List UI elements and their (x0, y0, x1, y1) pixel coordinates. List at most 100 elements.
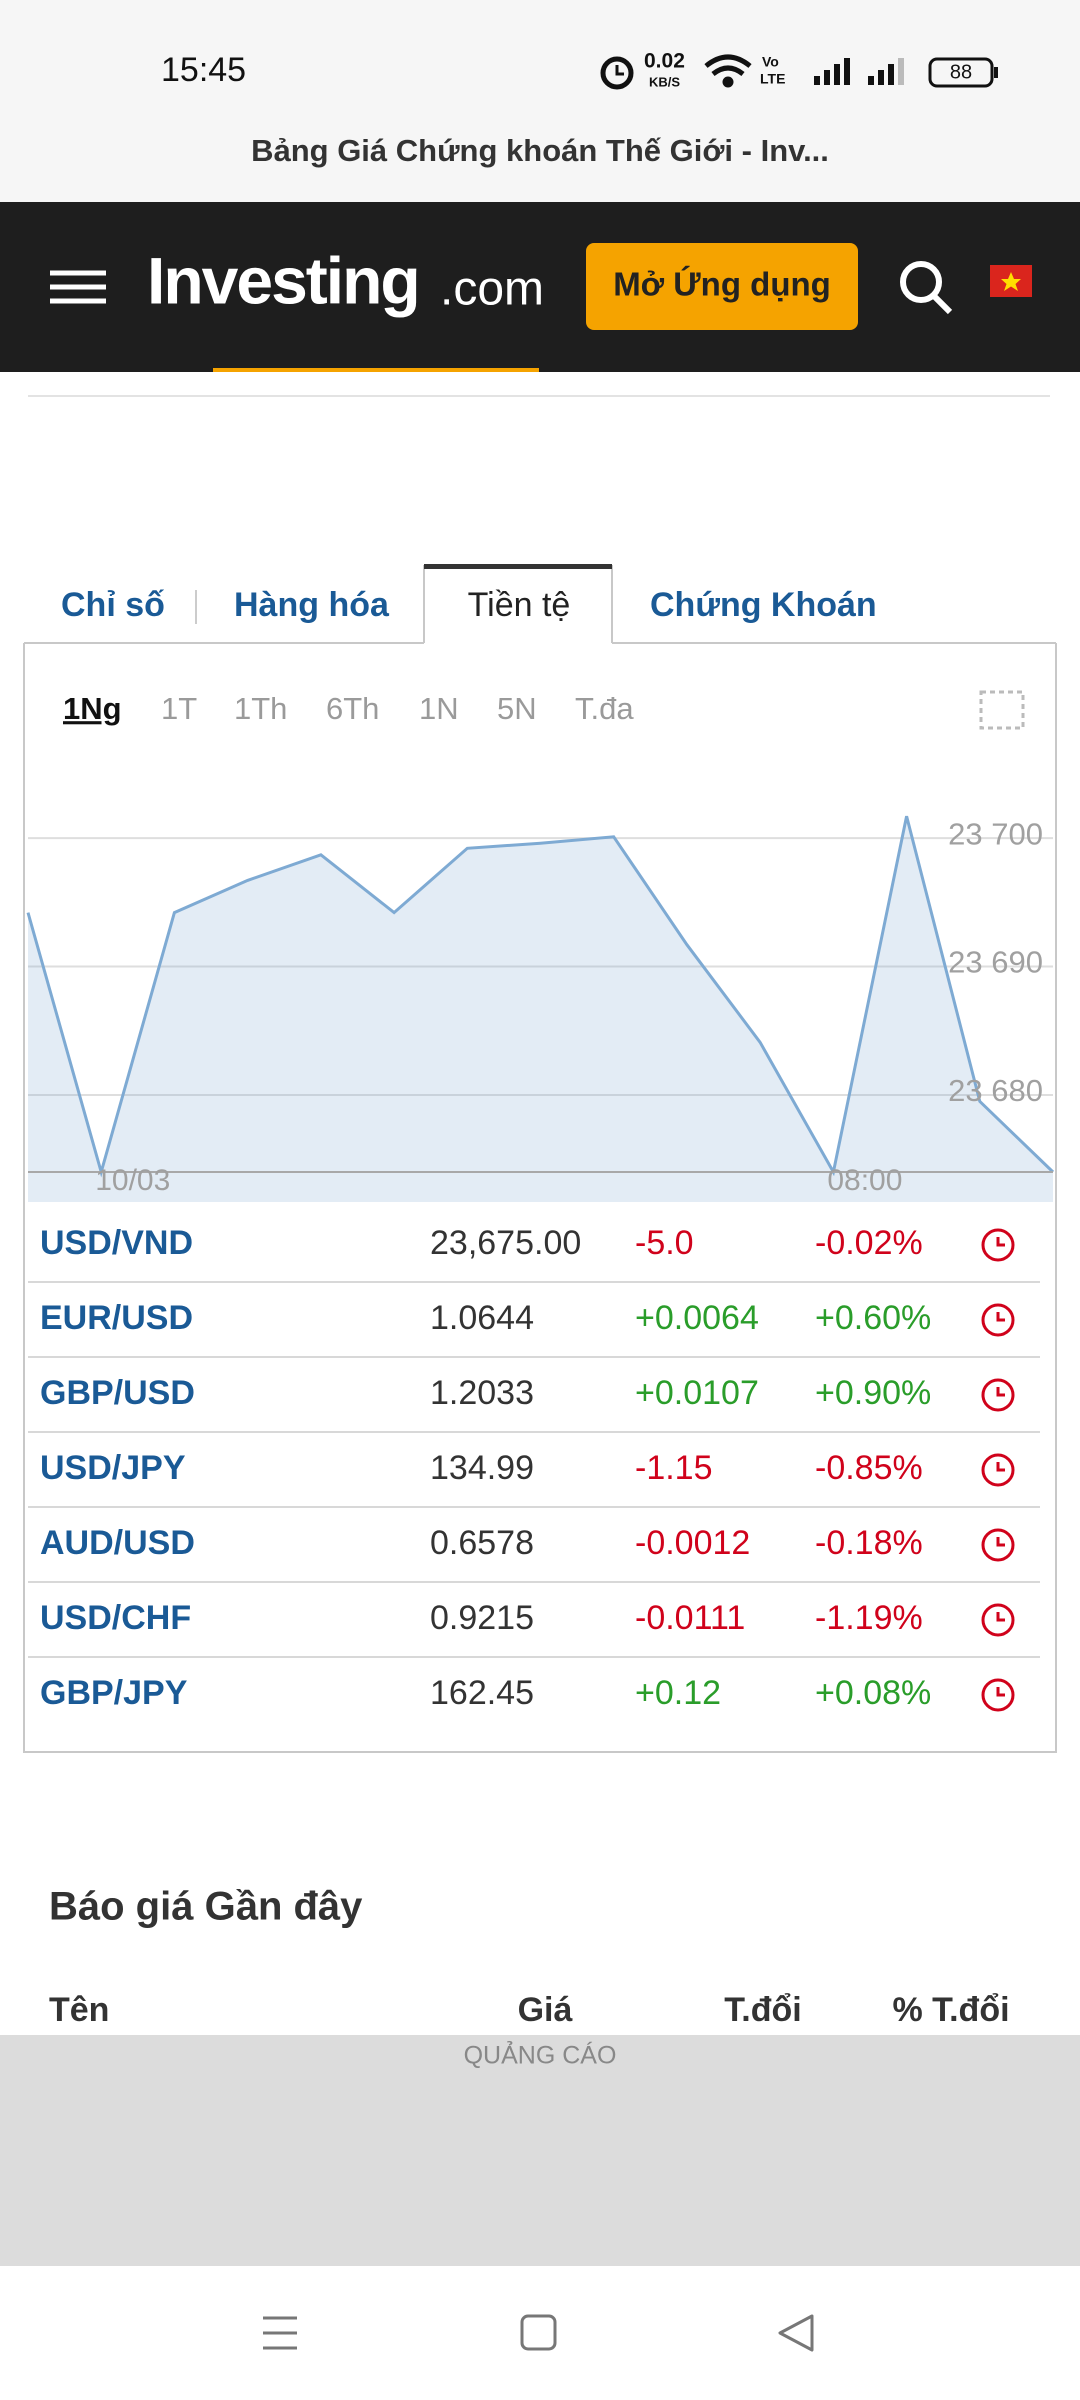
wifi-icon (704, 54, 752, 88)
logo[interactable]: Investing (147, 243, 421, 317)
quote-cell: 0.6578 (430, 1524, 534, 1562)
nav-bar (0, 2266, 1080, 2400)
battery-level: 88 (950, 61, 972, 83)
quote-cell: -1.19% (815, 1599, 923, 1637)
clock-face (981, 1378, 1015, 1412)
column-header: T.đổi (724, 1991, 801, 2029)
quote-cell: 162.45 (430, 1674, 534, 1712)
period-option[interactable]: 1N (419, 691, 459, 726)
y-tick-label: 23 680 (948, 1073, 1043, 1108)
quote-cell: -0.0012 (635, 1524, 750, 1562)
period-option[interactable]: T.đa (575, 691, 634, 726)
y-tick-label: 23 700 (948, 816, 1043, 851)
clock-face (981, 1678, 1015, 1712)
column-header: % T.đổi (892, 1991, 1009, 2029)
logo-suffix[interactable]: .com (440, 263, 544, 316)
open-app-button[interactable] (586, 243, 858, 330)
column-header: Tên (49, 1991, 109, 2029)
period-option[interactable]: 1Ng (63, 691, 122, 726)
clock-hands (996, 1387, 1005, 1397)
column-header: Giá (518, 1991, 573, 2029)
tab[interactable]: Chứng Khoán (650, 586, 877, 624)
clock-icon (981, 1303, 1015, 1337)
search-button[interactable] (900, 261, 953, 315)
y-tick-label: 23 690 (948, 945, 1043, 980)
net-speed-unit: KB/S (649, 74, 680, 89)
instrument-name[interactable]: USD/JPY (40, 1449, 186, 1487)
open-app-label[interactable]: Mở Ứng dụng (613, 266, 831, 303)
instrument-name[interactable]: USD/VND (40, 1224, 193, 1262)
price-line (26, 815, 1055, 1178)
clock-icon (981, 1603, 1015, 1637)
tab-active[interactable]: Tiền tệ (468, 586, 571, 624)
clock-hands (996, 1687, 1005, 1697)
active-tab-marker (424, 564, 612, 569)
quote-cell: -1.15 (635, 1449, 713, 1487)
clock-hands (996, 1462, 1005, 1472)
area-fill (28, 816, 1053, 1202)
clock-icon (981, 1678, 1015, 1712)
nav-back[interactable] (778, 2314, 814, 2352)
quote-cell: 1.2033 (430, 1374, 534, 1412)
clock-face (981, 1453, 1015, 1487)
period-option[interactable]: 1Th (234, 691, 287, 726)
status-time: 15:45 (161, 51, 246, 89)
period-option[interactable]: 5N (497, 691, 537, 726)
quote-cell: -5.0 (635, 1224, 694, 1262)
net-speed: 0.02 (644, 50, 685, 73)
quote-cell: 23,675.00 (430, 1224, 581, 1262)
quote-cell: +0.0064 (635, 1299, 759, 1337)
x-tick-label: 08:00 (827, 1164, 902, 1197)
clock-hands (996, 1612, 1005, 1622)
clock-icon (981, 1378, 1015, 1412)
status-bar-bg (0, 0, 1080, 202)
nav-menu[interactable] (263, 2316, 297, 2350)
quote-cell: 134.99 (430, 1449, 534, 1487)
quote-cell: -0.02% (815, 1224, 923, 1262)
volte-bottom: LTE (760, 71, 785, 87)
quote-cell: +0.90% (815, 1374, 931, 1412)
clock-face (981, 1303, 1015, 1337)
quote-cell: +0.60% (815, 1299, 931, 1337)
quote-cell: -0.85% (815, 1449, 923, 1487)
clock-hands (996, 1312, 1005, 1322)
clock-hands (996, 1537, 1005, 1547)
clock-face (981, 1603, 1015, 1637)
section-title: Báo giá Gần đây (49, 1885, 363, 1929)
quote-cell: -0.0111 (635, 1599, 745, 1637)
header-accent (213, 368, 539, 372)
quote-cell: 1.0644 (430, 1299, 534, 1337)
tab[interactable]: Hàng hóa (234, 586, 390, 624)
period-option[interactable]: 6Th (326, 691, 379, 726)
ad-label: QUẢNG CÁO (464, 2040, 617, 2070)
instrument-name[interactable]: USD/CHF (40, 1599, 191, 1637)
instrument-name[interactable]: GBP/JPY (40, 1674, 188, 1712)
clock-icon (981, 1528, 1015, 1562)
alarm-icon (600, 56, 634, 90)
clock-hands (996, 1237, 1005, 1247)
instrument-name[interactable]: AUD/USD (40, 1524, 195, 1562)
quote-cell: +0.08% (815, 1674, 931, 1712)
language-flag[interactable] (990, 265, 1032, 297)
quote-cell: +0.0107 (635, 1374, 759, 1412)
clock-icon (981, 1453, 1015, 1487)
nav-home[interactable] (520, 2314, 557, 2351)
quote-cell: -0.18% (815, 1524, 923, 1562)
menu-button[interactable] (50, 270, 106, 304)
quote-cell: +0.12 (635, 1674, 721, 1712)
signal-icons (814, 58, 904, 85)
clock-icon (981, 1228, 1015, 1262)
site-header (0, 202, 1080, 372)
battery-icon (928, 57, 998, 88)
x-tick-label: 10/03 (95, 1164, 170, 1197)
ad-area (0, 2035, 1080, 2266)
clock-face (981, 1528, 1015, 1562)
clock-face (981, 1228, 1015, 1262)
instrument-name[interactable]: EUR/USD (40, 1299, 193, 1337)
tab[interactable]: Chỉ số (61, 586, 165, 624)
quote-cell: 0.9215 (430, 1599, 534, 1637)
expand-chart-button[interactable] (979, 690, 1025, 730)
period-option[interactable]: 1T (161, 691, 197, 726)
instrument-name[interactable]: GBP/USD (40, 1374, 195, 1412)
